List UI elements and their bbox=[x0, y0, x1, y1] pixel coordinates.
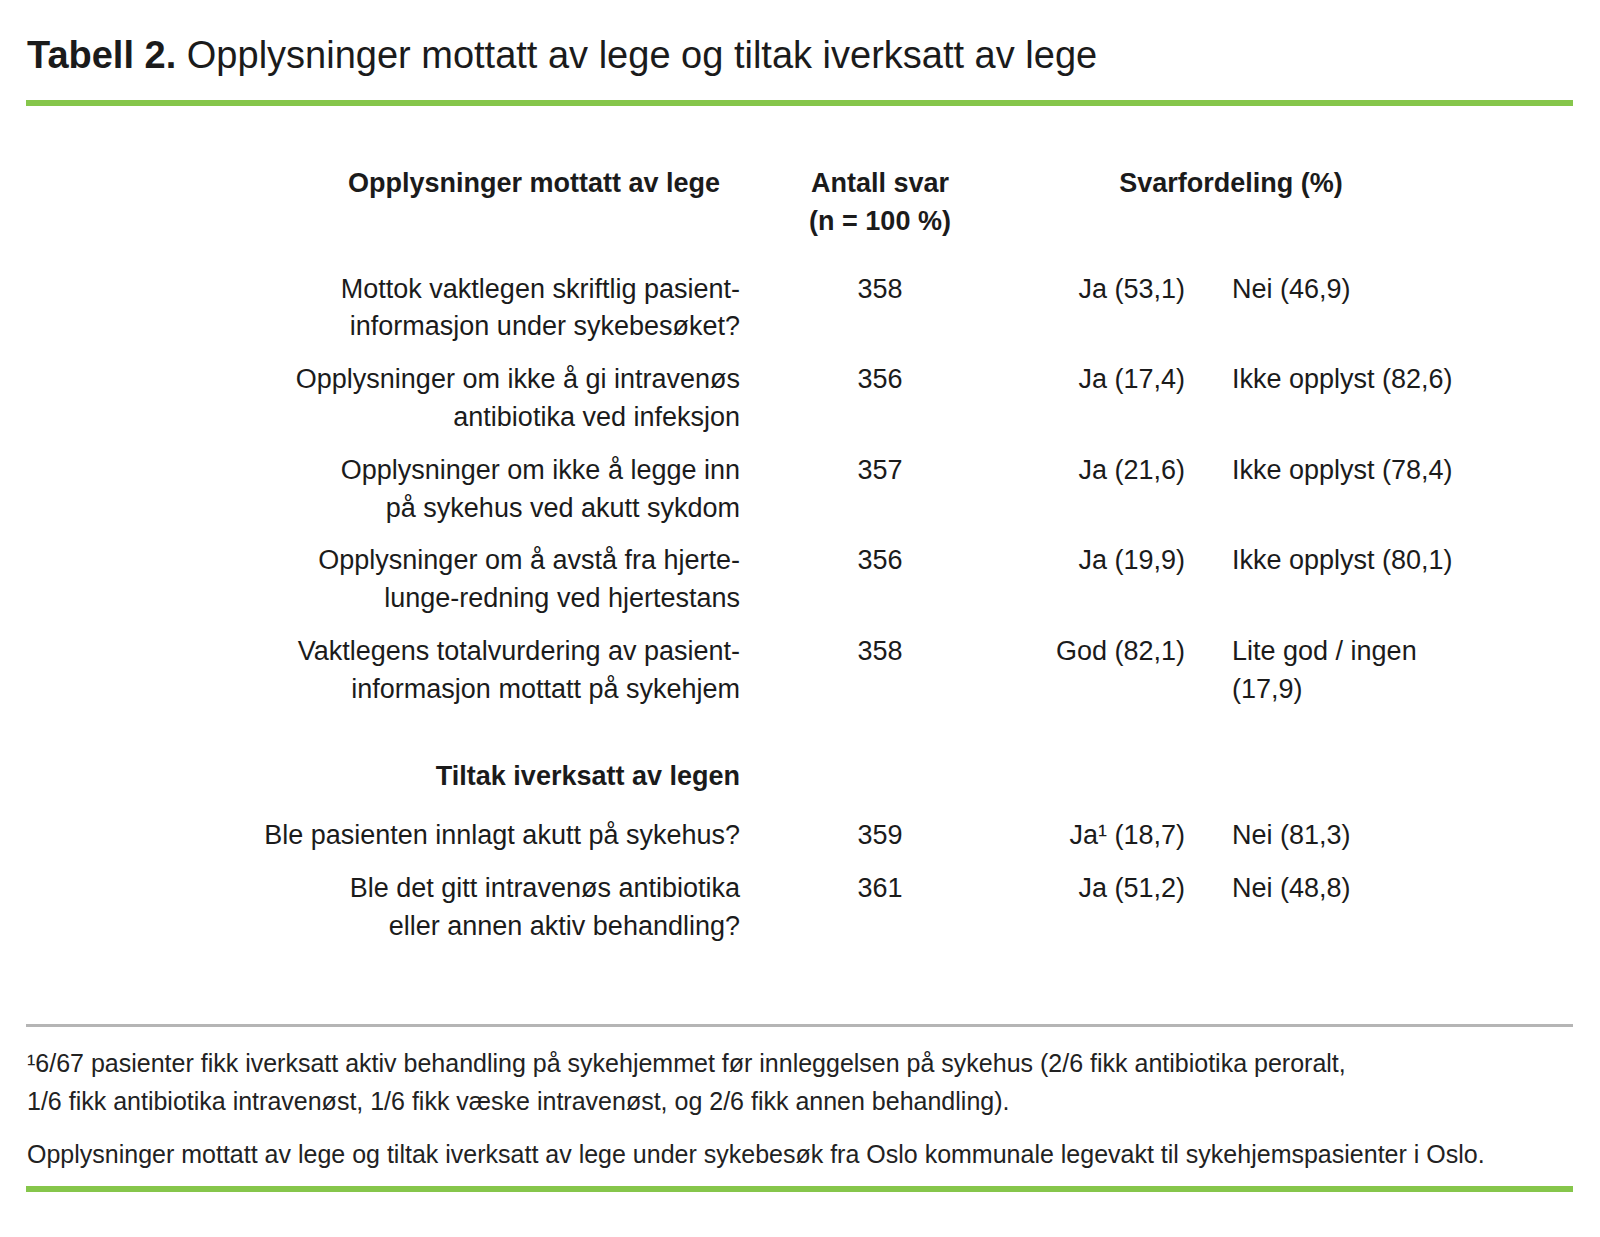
footnote-text: ¹6/67 pasienter fikk iverksatt aktiv beh… bbox=[27, 1044, 1547, 1120]
row-answer-1: God (82,1) bbox=[1020, 633, 1185, 724]
table-row: Ble pasienten innlagt akutt på sykehus?3… bbox=[250, 817, 1522, 870]
row-answer-2: Ikke opplyst (78,4) bbox=[1185, 452, 1522, 543]
row-antall-svar: 357 bbox=[740, 452, 1020, 543]
row-answer-2: Nei (46,9) bbox=[1185, 271, 1522, 362]
section-header-spacer bbox=[740, 724, 1020, 818]
row-antall-svar: 361 bbox=[740, 870, 1020, 961]
row-answer-1: Ja (53,1) bbox=[1020, 271, 1185, 362]
row-antall-svar: 359 bbox=[740, 817, 1020, 870]
row-antall-svar: 358 bbox=[740, 633, 1020, 724]
col-header-svarfordeling: Svarfordeling (%) bbox=[1020, 165, 1522, 271]
row-label: Opplysninger om å avstå fra hjerte-lunge… bbox=[250, 542, 740, 633]
table-row: Opplysninger om ikke å legge innpå sykeh… bbox=[250, 452, 1522, 543]
bottom-green-rule bbox=[26, 1186, 1573, 1192]
section-header-body: Tiltak iverksatt av legen bbox=[250, 724, 1522, 818]
col-header-opplysninger: Opplysninger mottatt av lege bbox=[250, 165, 740, 271]
section-header-spacer bbox=[1020, 724, 1185, 818]
row-label: Vaktlegens totalvurdering av pasient-inf… bbox=[250, 633, 740, 724]
table-title-label: Tabell 2. bbox=[27, 34, 176, 76]
row-label: Ble det gitt intravenøs antibiotikaeller… bbox=[250, 870, 740, 961]
rows-tiltak: Ble pasienten innlagt akutt på sykehus?3… bbox=[250, 817, 1522, 960]
table-title-text: Opplysninger mottatt av lege og tiltak i… bbox=[176, 34, 1097, 76]
row-label: Mottok vaktlegen skriftlig pasient-infor… bbox=[250, 271, 740, 362]
row-answer-1: Ja (51,2) bbox=[1020, 870, 1185, 961]
row-antall-svar: 356 bbox=[740, 542, 1020, 633]
row-answer-2: Nei (48,8) bbox=[1185, 870, 1522, 961]
row-answer-2: Ikke opplyst (80,1) bbox=[1185, 542, 1522, 633]
row-answer-1: Ja¹ (18,7) bbox=[1020, 817, 1185, 870]
table-row: Opplysninger om å avstå fra hjerte-lunge… bbox=[250, 542, 1522, 633]
top-green-rule bbox=[26, 100, 1573, 106]
row-antall-svar: 358 bbox=[740, 271, 1020, 362]
table-row: Vaktlegens totalvurdering av pasient-inf… bbox=[250, 633, 1522, 724]
table-title: Tabell 2. Opplysninger mottatt av lege o… bbox=[27, 33, 1097, 79]
table-container: Opplysninger mottatt av lege Antall svar… bbox=[250, 165, 1522, 961]
row-label: Opplysninger om ikke å gi intravenøsanti… bbox=[250, 361, 740, 452]
row-answer-1: Ja (17,4) bbox=[1020, 361, 1185, 452]
row-answer-1: Ja (19,9) bbox=[1020, 542, 1185, 633]
table-row: Mottok vaktlegen skriftlig pasient-infor… bbox=[250, 271, 1522, 362]
data-table: Opplysninger mottatt av lege Antall svar… bbox=[250, 165, 1522, 961]
header-row: Opplysninger mottatt av lege Antall svar… bbox=[250, 165, 1522, 271]
table-row: Ble det gitt intravenøs antibiotikaeller… bbox=[250, 870, 1522, 961]
row-label: Ble pasienten innlagt akutt på sykehus? bbox=[250, 817, 740, 870]
section-header-spacer bbox=[1185, 724, 1522, 818]
row-answer-2: Ikke opplyst (82,6) bbox=[1185, 361, 1522, 452]
section-header-row: Tiltak iverksatt av legen bbox=[250, 724, 1522, 818]
table-caption: Opplysninger mottatt av lege og tiltak i… bbox=[27, 1138, 1547, 1171]
row-answer-1: Ja (21,6) bbox=[1020, 452, 1185, 543]
row-answer-2: Lite god / ingen(17,9) bbox=[1185, 633, 1522, 724]
rows-opplysninger: Mottok vaktlegen skriftlig pasient-infor… bbox=[250, 271, 1522, 724]
table-row: Opplysninger om ikke å gi intravenøsanti… bbox=[250, 361, 1522, 452]
row-label: Opplysninger om ikke å legge innpå sykeh… bbox=[250, 452, 740, 543]
col-header-antall-svar: Antall svar(n = 100 %) bbox=[740, 165, 1020, 271]
section-header-tiltak: Tiltak iverksatt av legen bbox=[250, 724, 740, 818]
row-antall-svar: 356 bbox=[740, 361, 1020, 452]
footnote-divider-rule bbox=[26, 1024, 1573, 1027]
row-answer-2: Nei (81,3) bbox=[1185, 817, 1522, 870]
